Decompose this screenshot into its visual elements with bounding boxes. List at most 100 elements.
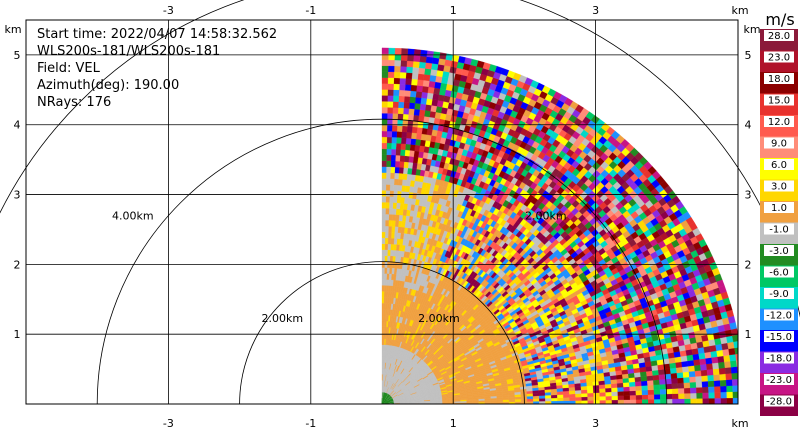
velocity-gate	[416, 79, 424, 87]
velocity-gate	[402, 113, 409, 121]
velocity-gate	[707, 374, 715, 382]
velocity-gate	[714, 397, 722, 404]
velocity-gate	[381, 243, 386, 250]
velocity-gate	[694, 370, 702, 377]
velocity-gate	[389, 196, 394, 203]
velocity-gate	[421, 91, 428, 99]
velocity-gate	[419, 103, 427, 111]
velocity-gate	[381, 297, 385, 304]
velocity-gate	[593, 388, 600, 394]
velocity-gate	[403, 155, 410, 163]
velocity-gate	[393, 77, 400, 85]
velocity-gate	[678, 398, 685, 404]
velocity-gate	[714, 391, 722, 399]
velocity-gate	[398, 220, 403, 228]
velocity-gate	[393, 232, 398, 239]
velocity-gate	[599, 396, 607, 401]
velocity-gate	[424, 104, 432, 112]
velocity-gate	[405, 185, 411, 193]
velocity-gate	[424, 110, 431, 118]
velocity-gate	[387, 231, 392, 239]
velocity-gate	[381, 142, 387, 150]
velocity-gate	[719, 379, 727, 387]
velocity-gate	[599, 388, 606, 393]
velocity-gate	[397, 113, 404, 121]
velocity-gate	[635, 390, 643, 396]
velocity-gate	[641, 394, 649, 400]
velocity-gate	[402, 167, 409, 175]
velocity-gate	[401, 185, 407, 192]
velocity-gate	[659, 388, 667, 395]
velocity-gate	[617, 399, 625, 404]
velocity-gate	[381, 113, 388, 120]
velocity-gate	[617, 386, 624, 392]
velocity-gate	[429, 74, 437, 82]
velocity-gate	[587, 389, 594, 394]
velocity-gate	[387, 89, 394, 96]
velocity-gate	[598, 384, 606, 389]
velocity-gate	[416, 127, 423, 134]
velocity-gate	[381, 148, 387, 155]
velocity-gate	[659, 378, 666, 385]
velocity-gate	[383, 308, 386, 316]
velocity-gate	[385, 213, 390, 221]
velocity-gate	[381, 196, 386, 203]
velocity-gate	[587, 400, 594, 404]
velocity-gate	[421, 85, 429, 93]
velocity-gate	[396, 137, 402, 144]
velocity-gate	[575, 400, 582, 404]
velocity-gate	[629, 390, 637, 396]
velocity-gate	[707, 380, 715, 387]
velocity-gate	[676, 372, 684, 379]
velocity-gate	[700, 369, 708, 377]
velocity-gate	[392, 208, 397, 215]
velocity-gate	[386, 136, 392, 144]
velocity-gate	[381, 320, 384, 328]
velocity-gate	[720, 397, 728, 404]
velocity-gate	[406, 131, 412, 139]
velocity-gate	[629, 399, 637, 404]
velocity-gate	[616, 382, 624, 388]
velocity-gate	[551, 394, 558, 399]
velocity-gate	[381, 356, 384, 363]
velocity-gate	[405, 78, 412, 85]
velocity-gate	[719, 373, 727, 381]
velocity-gate	[687, 359, 695, 367]
velocity-gate	[684, 387, 691, 394]
velocity-gate	[390, 148, 397, 156]
velocity-gate	[404, 84, 412, 91]
velocity-gate	[586, 385, 594, 390]
velocity-gate	[381, 71, 389, 78]
velocity-gate	[395, 208, 400, 216]
velocity-gate	[381, 178, 387, 185]
velocity-gate	[388, 273, 392, 280]
velocity-gate	[581, 396, 588, 401]
velocity-gate	[720, 385, 727, 393]
velocity-gate	[381, 344, 384, 351]
velocity-gate	[381, 77, 389, 84]
velocity-gate	[384, 255, 388, 262]
velocity-gate	[605, 395, 613, 401]
velocity-gate	[709, 344, 717, 352]
velocity-gate	[635, 394, 643, 400]
velocity-gate	[385, 190, 390, 197]
velocity-gate	[593, 392, 600, 397]
velocity-gate	[713, 380, 721, 387]
velocity-gate	[683, 382, 691, 389]
velocity-gate	[599, 399, 607, 404]
velocity-gate	[681, 360, 689, 368]
velocity-gate	[403, 101, 410, 109]
velocity-gate	[682, 366, 690, 373]
velocity-gate	[396, 131, 403, 138]
velocity-gate	[399, 71, 407, 79]
velocity-gate	[708, 392, 715, 399]
velocity-gate	[672, 393, 679, 400]
velocity-gate	[702, 386, 709, 393]
velocity-gate	[695, 375, 703, 383]
velocity-gate	[386, 160, 392, 167]
velocity-gate	[605, 387, 612, 393]
velocity-gate	[381, 213, 386, 221]
velocity-gate	[392, 196, 398, 203]
velocity-gate	[399, 83, 406, 91]
velocity-gate	[398, 89, 406, 97]
